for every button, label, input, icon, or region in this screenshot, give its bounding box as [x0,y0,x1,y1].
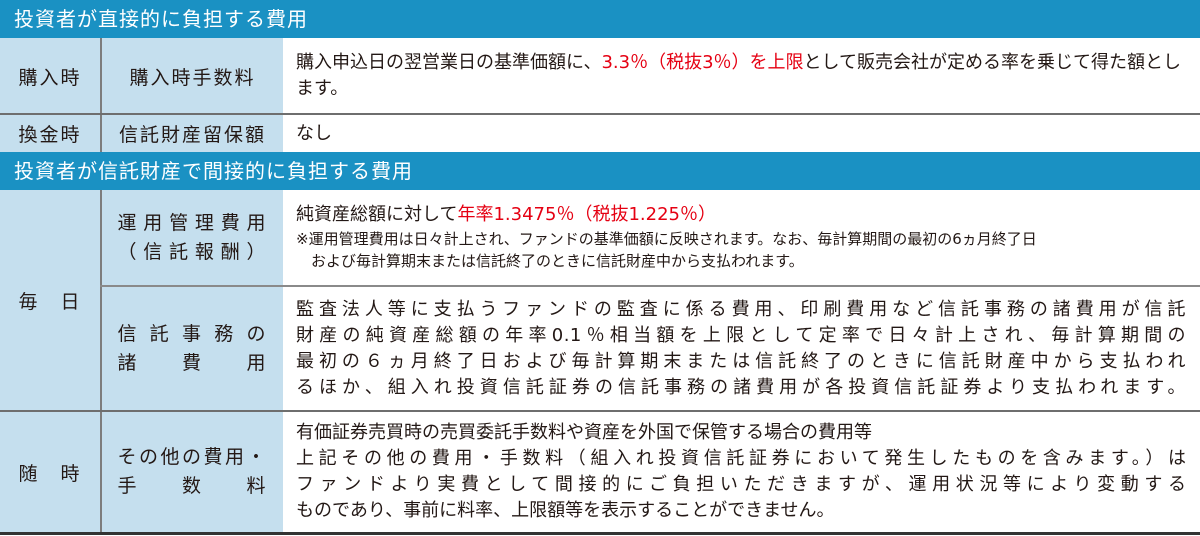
retention-fee-description: なし [296,122,332,144]
management-fee-description: 純資産総額に対して年率1.3475％（税抜1.225％） ※運用管理費用は日々計上… [283,190,1200,285]
item-management-fee: 運用管理費用 （信託報酬） [100,190,283,285]
timing-anytime: 随 時 [0,412,100,532]
label-line: 信託事務の [117,322,268,345]
label-line: （信託報酬） [117,240,268,263]
text-line: ものであり、事前に料率、上限額等を表示することができません。 [296,500,835,521]
timing-daily: 毎 日 [0,190,100,410]
text: 純資産総額に対して [296,204,458,225]
item-trust-admin-costs: 信託事務の諸 費 用 [100,287,283,410]
divider [0,113,1200,115]
divider [100,285,1200,287]
item-other-fees: その他の費用・手 数 料 [100,412,283,532]
section-header-direct-costs: 投資者が直接的に負担する費用 [0,0,1200,38]
text-line: ファンドより実費として間接的にご負担いただきますが、運用状況等により変動する [296,474,1186,495]
label-line: 諸 費 用 [117,351,268,374]
label-line: 手 数 料 [117,475,268,497]
text: 購入申込日の翌営業日の基準価額に、 [296,52,602,73]
label-line: その他の費用・ [117,446,268,468]
note-line: および毎計算期末または信託終了のときに信託財産中から支払われます。 [296,252,804,270]
timing-purchase: 購入時 [0,38,100,114]
text-line: 財産の純資産総額の年率0.1％相当額を上限として定率で日々計上され、毎計算期間の [296,324,1186,346]
highlight-text: 3.3％（税抜3％）を上限 [601,52,804,73]
text-line: 有価証券売買時の売買委託手数料や資産を外国で保管する場合の費用等 [296,422,872,443]
text-line: 監査法人等に支払うファンドの監査に係る費用、印刷費用など信託事務の諸費用が信託 [296,298,1186,320]
text: として販売会社が定める率を乗じて得た額とします。 [296,52,1182,99]
divider [0,410,1200,412]
purchase-fee-description: 購入申込日の翌営業日の基準価額に、3.3％（税抜3％）を上限として販売会社が定め… [283,38,1200,114]
timing-redemption: 換金時 [0,115,100,152]
item-purchase-fee: 購入時手数料 [100,38,283,114]
other-fees-description: 有価証券売買時の売買委託手数料や資産を外国で保管する場合の費用等上記その他の費用… [283,412,1200,532]
label-line: 運用管理費用 [117,211,268,234]
text-line: るほか、組入れ投資信託証券の信託事務の諸費用が各投資信託証券より支払われます。 [296,376,1186,398]
text-line: 上記その他の費用・手数料（組入れ投資信託証券において発生したものを含みます。）は [296,448,1186,469]
section-header-indirect-costs: 投資者が信託財産で間接的に負担する費用 [0,152,1200,190]
highlight-text: 年率1.3475％（税抜1.225％） [457,204,716,225]
note-line: ※運用管理費用は日々計上され、ファンドの基準価額に反映されます。なお、毎計算期間… [296,230,1037,248]
trust-admin-costs-description: 監査法人等に支払うファンドの監査に係る費用、印刷費用など信託事務の諸費用が信託財… [283,287,1200,410]
item-retention-fee: 信託財産留保額 [100,115,283,152]
bottom-border [0,532,1200,535]
text-line: 最初の６ヵ月終了日および毎計算期末または信託終了のときに信託財産中から支払われ [296,350,1186,372]
